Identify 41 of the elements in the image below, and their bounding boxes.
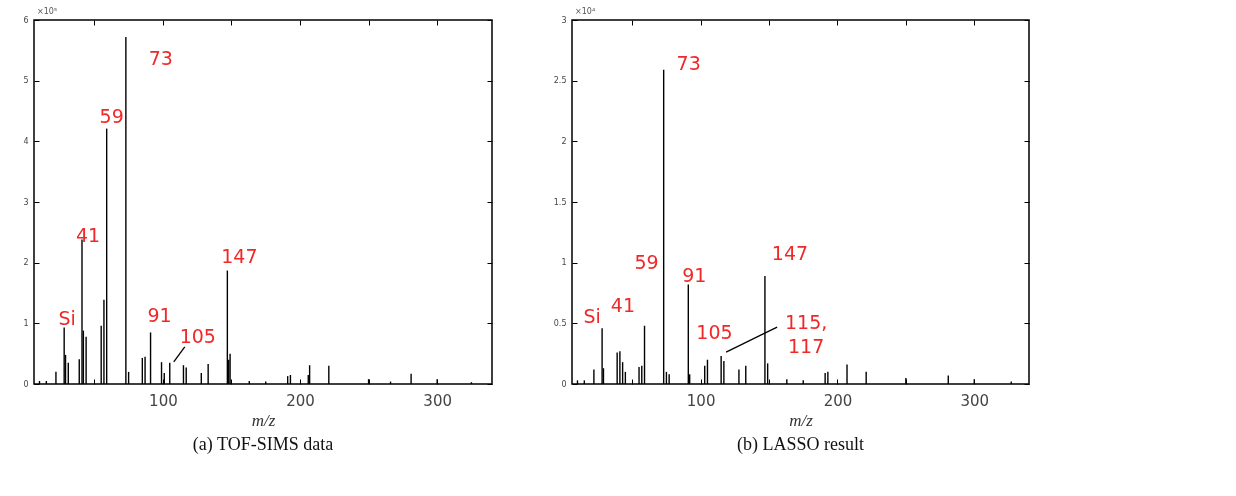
y-tick-label: 1: [561, 258, 567, 268]
y-tick-label: 4: [23, 136, 29, 146]
annotation: Si: [583, 305, 601, 328]
annotation: 147: [221, 244, 258, 267]
x-tick-label: 200: [286, 391, 315, 410]
annotation: 59: [99, 104, 124, 127]
annotation: Si: [58, 306, 76, 329]
text: (a) TOF-SIMS data: [192, 434, 334, 455]
x-axis-title: m/z: [789, 410, 814, 430]
y-tick-label: 1.5: [553, 197, 567, 207]
annotation: 73: [148, 46, 173, 69]
x-tick-label: 100: [149, 391, 178, 410]
annotation: 105: [179, 324, 216, 347]
y-tick-label: 6: [23, 15, 29, 25]
y-tick-label: 3: [561, 15, 567, 25]
y-tick-label: 5: [23, 76, 29, 86]
y-tick-label: 0.5: [553, 318, 567, 328]
x-tick-label: 300: [960, 391, 990, 410]
text: ×10⁵: [37, 7, 58, 16]
annotation: 41: [610, 294, 635, 317]
text: ×10⁴: [575, 7, 596, 16]
annotation: 115, 117: [784, 311, 828, 358]
y-tick-label: 0: [23, 379, 29, 389]
text: (b) LASSO result: [737, 434, 864, 455]
annotation: 59: [634, 250, 659, 273]
annotation: 91: [682, 263, 707, 286]
y-tick-label: 3: [23, 197, 29, 207]
x-tick-label: 300: [423, 391, 452, 410]
annotation: 147: [771, 242, 809, 265]
annotation: 73: [676, 51, 701, 74]
annotation: 41: [75, 223, 101, 246]
y-tick-label: 2: [23, 258, 29, 268]
x-tick-label: 200: [823, 391, 853, 410]
y-tick-label: 2: [561, 136, 567, 146]
annotation: 91: [147, 304, 172, 327]
x-axis-title: m/z: [251, 410, 276, 430]
annotation: 105: [696, 320, 733, 343]
y-tick-label: 0: [561, 379, 567, 389]
y-tick-label: 1: [23, 318, 29, 328]
x-tick-label: 100: [686, 391, 716, 410]
y-tick-label: 2.5: [553, 76, 567, 86]
